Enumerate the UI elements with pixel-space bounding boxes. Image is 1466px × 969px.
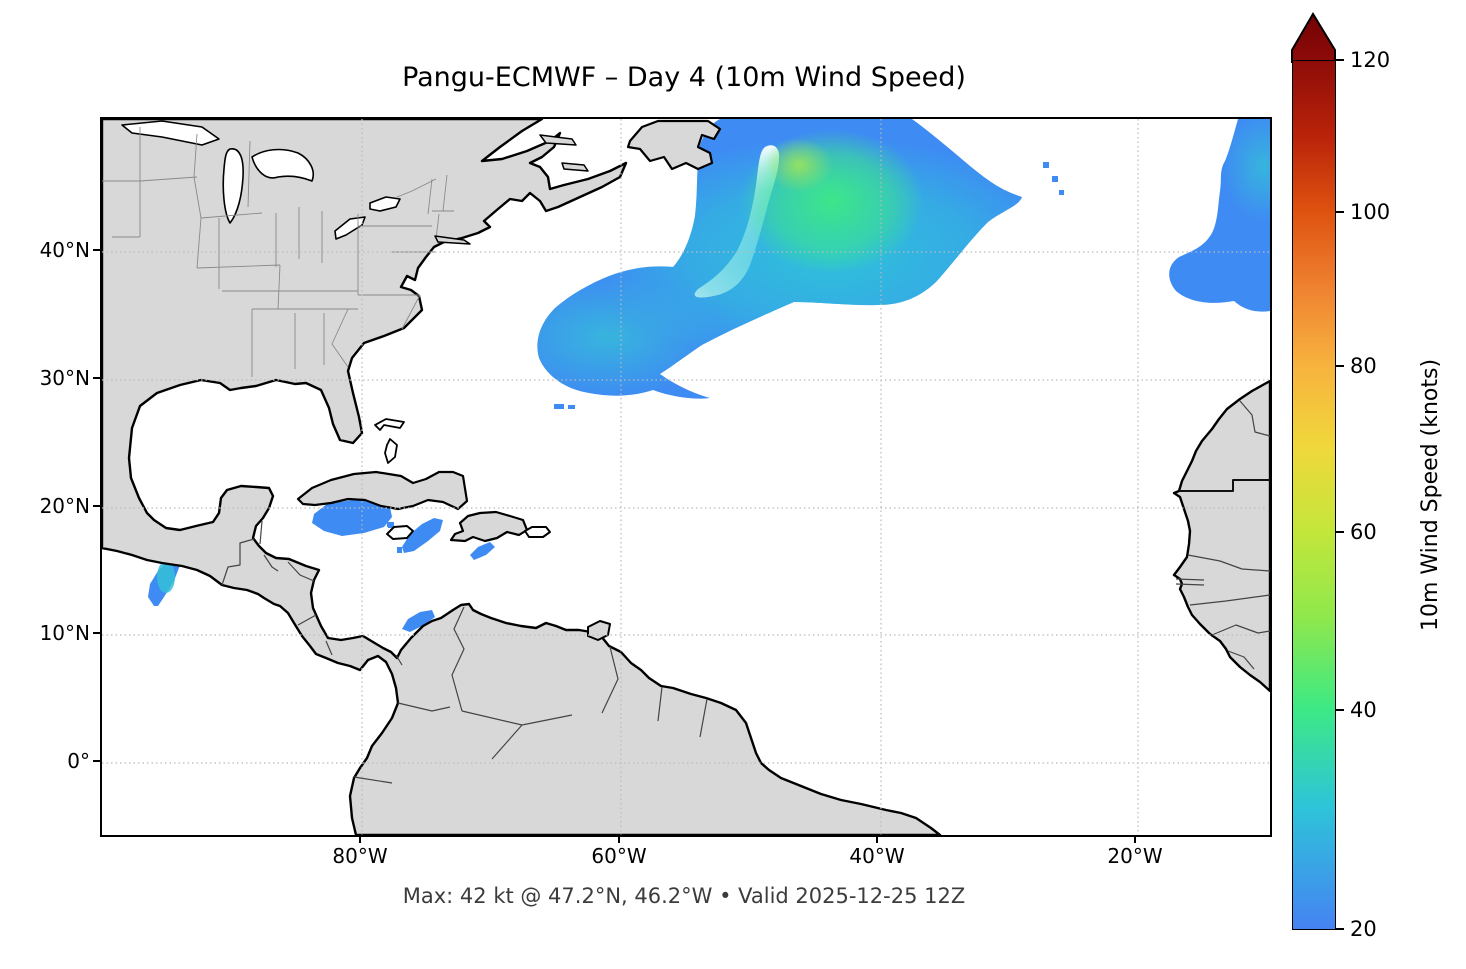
puerto-rico-island xyxy=(524,526,551,538)
west-africa xyxy=(1172,379,1270,693)
western-sahara-border xyxy=(1179,479,1270,492)
atlantic-wind-map xyxy=(102,119,1270,835)
wind-patch-colombia-coast xyxy=(402,610,435,632)
ytick-mark-40n xyxy=(93,249,101,251)
ytick-label-10n: 10°N xyxy=(39,621,90,645)
colorbar-over-arrow xyxy=(1291,12,1336,63)
wind-patch-windward-passage xyxy=(397,518,443,553)
xtick-mark-40w xyxy=(876,835,878,843)
ytick-mark-30n xyxy=(93,377,101,379)
cbar-tick-20 xyxy=(1336,928,1344,930)
cbar-ticklabel-120: 120 xyxy=(1350,48,1391,72)
great-lakes xyxy=(121,120,401,240)
bahamas-islands xyxy=(374,418,405,464)
colorbar-gradient xyxy=(1292,60,1336,930)
xtick-label-80w: 80°W xyxy=(332,844,388,868)
xtick-mark-60w xyxy=(618,835,620,843)
long-island xyxy=(434,235,471,245)
ytick-mark-10n xyxy=(93,632,101,634)
cbar-ticklabel-40: 40 xyxy=(1350,698,1377,722)
cbar-tick-80 xyxy=(1336,365,1344,367)
cbar-tick-100 xyxy=(1336,211,1344,213)
jamaica-island xyxy=(386,525,414,540)
wind-patch-south-of-cuba xyxy=(312,500,394,536)
wind-patch-south-of-hispaniola xyxy=(470,542,495,560)
graticule xyxy=(102,119,1270,835)
ytick-mark-0 xyxy=(93,760,101,762)
xtick-mark-20w xyxy=(1134,835,1136,843)
us-state-borders xyxy=(102,127,454,377)
newfoundland-island xyxy=(626,119,722,171)
cbar-ticklabel-20: 20 xyxy=(1350,917,1377,941)
ytick-label-0: 0° xyxy=(67,749,90,773)
map-plot-area xyxy=(100,117,1272,837)
cbar-tick-60 xyxy=(1336,531,1344,533)
east-blob-core xyxy=(1222,119,1270,222)
country-borders-americas xyxy=(221,520,708,784)
land-layer xyxy=(102,119,1270,835)
xtick-label-60w: 60°W xyxy=(591,844,647,868)
colorbar-axis-label: 10m Wind Speed (knots) xyxy=(1418,358,1443,632)
ytick-mark-20n xyxy=(93,505,101,507)
xtick-label-40w: 40°W xyxy=(849,844,905,868)
americas-mainland xyxy=(102,119,942,835)
cbar-ticklabel-80: 80 xyxy=(1350,354,1377,378)
africa-country-borders xyxy=(1175,400,1270,670)
ytick-label-40n: 40°N xyxy=(39,238,90,262)
cbar-ticklabel-60: 60 xyxy=(1350,520,1377,544)
cuba-island xyxy=(296,470,469,511)
ytick-label-30n: 30°N xyxy=(39,366,90,390)
max-wind-annotation: Max: 42 kt @ 47.2°N, 46.2°W • Valid 2025… xyxy=(402,884,966,908)
anticosti-island xyxy=(539,134,577,146)
cbar-ticklabel-100: 100 xyxy=(1350,200,1391,224)
hispaniola-island xyxy=(449,510,529,543)
figure-title: Pangu-ECMWF – Day 4 (10m Wind Speed) xyxy=(402,62,966,93)
ytick-label-20n: 20°N xyxy=(39,494,90,518)
xtick-label-20w: 20°W xyxy=(1107,844,1163,868)
xtick-mark-80w xyxy=(359,835,361,843)
cbar-tick-120 xyxy=(1336,59,1344,61)
cbar-tick-40 xyxy=(1336,709,1344,711)
wind-patch-tehuantepec xyxy=(148,559,180,606)
prince-edward-island xyxy=(561,162,589,172)
